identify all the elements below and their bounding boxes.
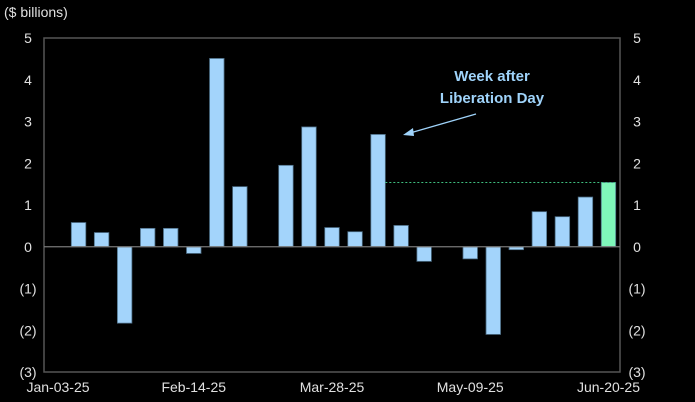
bar-highlight [600, 182, 617, 248]
annotation-arrow [403, 113, 477, 136]
plot-frame [43, 37, 621, 373]
y-tick-label-left: (3) [19, 364, 36, 380]
bar [416, 246, 432, 262]
bar [163, 227, 179, 248]
bar [554, 216, 571, 248]
y-tick-label-right: 3 [633, 114, 641, 130]
y-tick-label-left: 3 [24, 114, 32, 130]
y-tick-label-left: 1 [24, 197, 32, 213]
x-tick-label: Jun-20-25 [577, 379, 640, 395]
y-axis-label: ($ billions) [4, 4, 68, 20]
bar [278, 164, 294, 248]
bar [70, 222, 87, 248]
y-tick-label-right: (1) [628, 281, 645, 297]
annotation-line-1: Week after [454, 68, 530, 85]
bar [186, 246, 202, 254]
annotation-line-2: Liberation Day [440, 90, 545, 107]
bar [485, 246, 501, 335]
y-tick-label-right: (3) [628, 364, 645, 380]
bar [393, 225, 409, 248]
bar [209, 58, 225, 248]
bar [116, 246, 133, 324]
bar [577, 196, 594, 248]
y-tick-label-right: (2) [628, 322, 645, 338]
y-tick-label-right: 1 [633, 197, 641, 213]
bar [370, 134, 386, 248]
y-tick-label-left: 0 [24, 239, 32, 255]
x-tick-label: Mar-28-25 [300, 379, 365, 395]
y-tick-label-left: (1) [19, 281, 36, 297]
bar [531, 211, 548, 248]
bar [93, 232, 110, 248]
y-tick-label-right: 4 [633, 72, 641, 88]
x-tick-label: May-09-25 [437, 379, 504, 395]
y-tick-label-right: 0 [633, 239, 641, 255]
bar [232, 186, 248, 248]
y-tick-label-right: 5 [633, 30, 641, 46]
bar [324, 227, 340, 248]
bar [347, 231, 363, 248]
bar [462, 246, 478, 260]
y-tick-label-left: 2 [24, 155, 32, 171]
y-tick-label-left: (2) [19, 322, 36, 338]
y-tick-label-left: 4 [24, 72, 32, 88]
y-tick-label-right: 2 [633, 155, 641, 171]
bar [301, 126, 317, 248]
bar [140, 227, 156, 248]
y-tick-label-left: 5 [24, 30, 32, 46]
x-tick-label: Jan-03-25 [26, 379, 89, 395]
x-tick-label: Feb-14-25 [161, 379, 226, 395]
